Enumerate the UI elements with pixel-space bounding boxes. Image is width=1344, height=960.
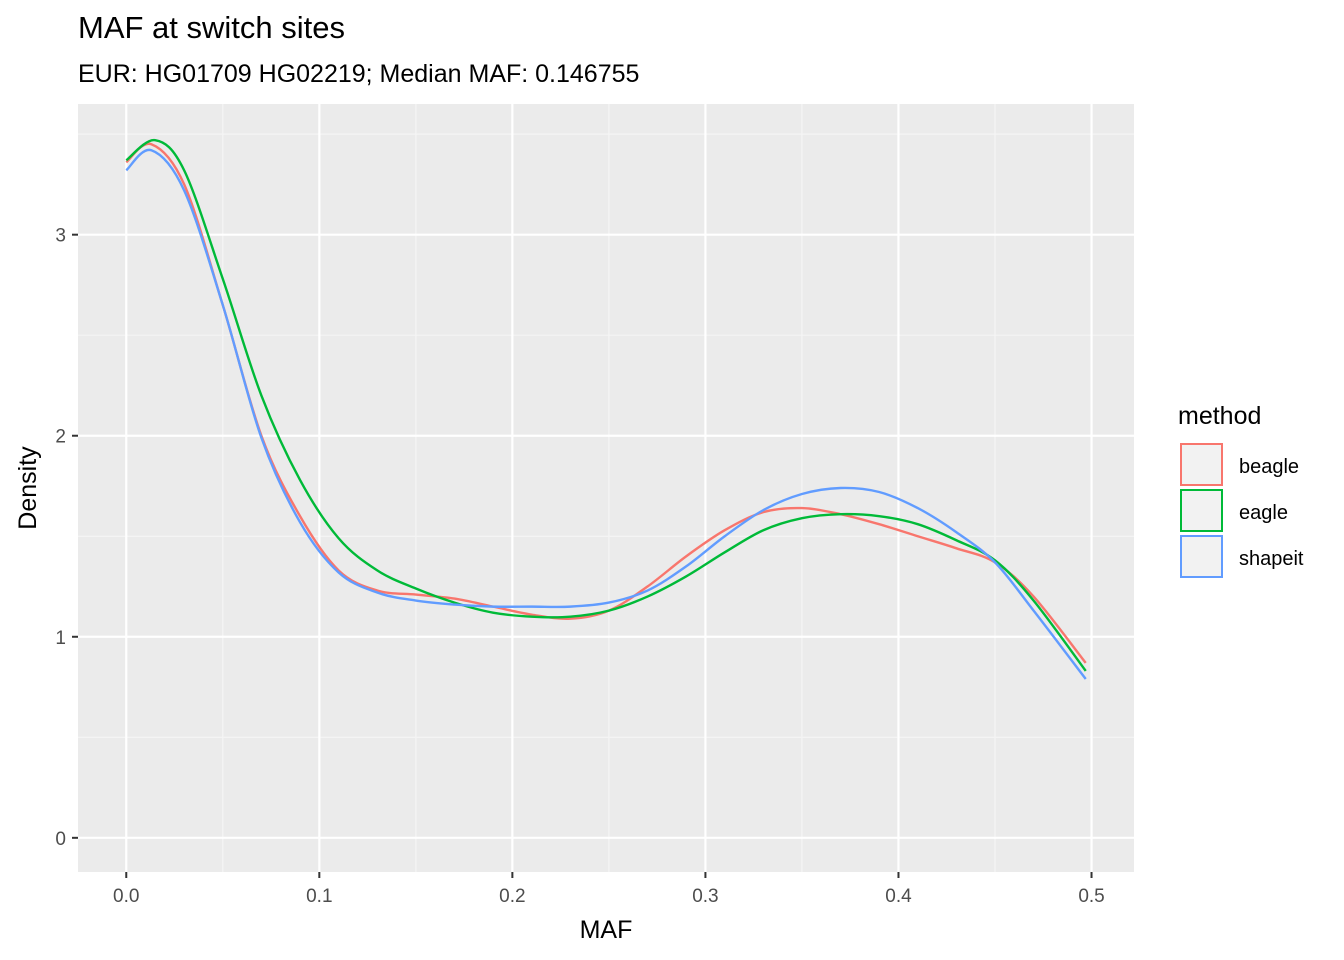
chart-subtitle: EUR: HG01709 HG02219; Median MAF: 0.1467… (78, 60, 640, 88)
y-tick-label: 3 (55, 226, 66, 247)
x-tick-label: 0.3 (692, 886, 718, 907)
legend-label-beagle: beagle (1239, 456, 1299, 478)
y-axis: 0 1 2 3 (55, 226, 78, 850)
y-tick-label: 0 (55, 829, 66, 850)
x-tick-label: 0.2 (499, 886, 525, 907)
major-grid (78, 104, 1134, 872)
series-line-shapeit (125, 148, 1087, 680)
series-line-eagle (125, 138, 1087, 672)
legend-label-shapeit: shapeit (1239, 548, 1304, 570)
legend-label-eagle: eagle (1239, 502, 1288, 524)
legend-key-shapeit (1180, 535, 1223, 578)
legend: method beagle eagle shapeit (1178, 402, 1304, 578)
x-tick-label: 0.4 (885, 886, 912, 907)
density-lines (125, 138, 1087, 680)
x-tick-label: 0.1 (306, 886, 332, 907)
x-axis-title: MAF (580, 916, 633, 944)
y-axis-title: Density (14, 446, 42, 530)
legend-title: method (1178, 402, 1261, 430)
y-tick-label: 2 (55, 427, 66, 448)
x-tick-label: 0.5 (1078, 886, 1104, 907)
y-tick-label: 1 (55, 628, 66, 649)
legend-key-beagle (1180, 443, 1223, 486)
x-axis: 0.0 0.1 0.2 0.3 0.4 0.5 (113, 872, 1105, 907)
plot-panel (78, 104, 1134, 872)
legend-key-eagle (1180, 489, 1223, 532)
chart-title: MAF at switch sites (78, 10, 345, 45)
minor-grid (78, 104, 1134, 872)
x-tick-label: 0.0 (113, 886, 139, 907)
